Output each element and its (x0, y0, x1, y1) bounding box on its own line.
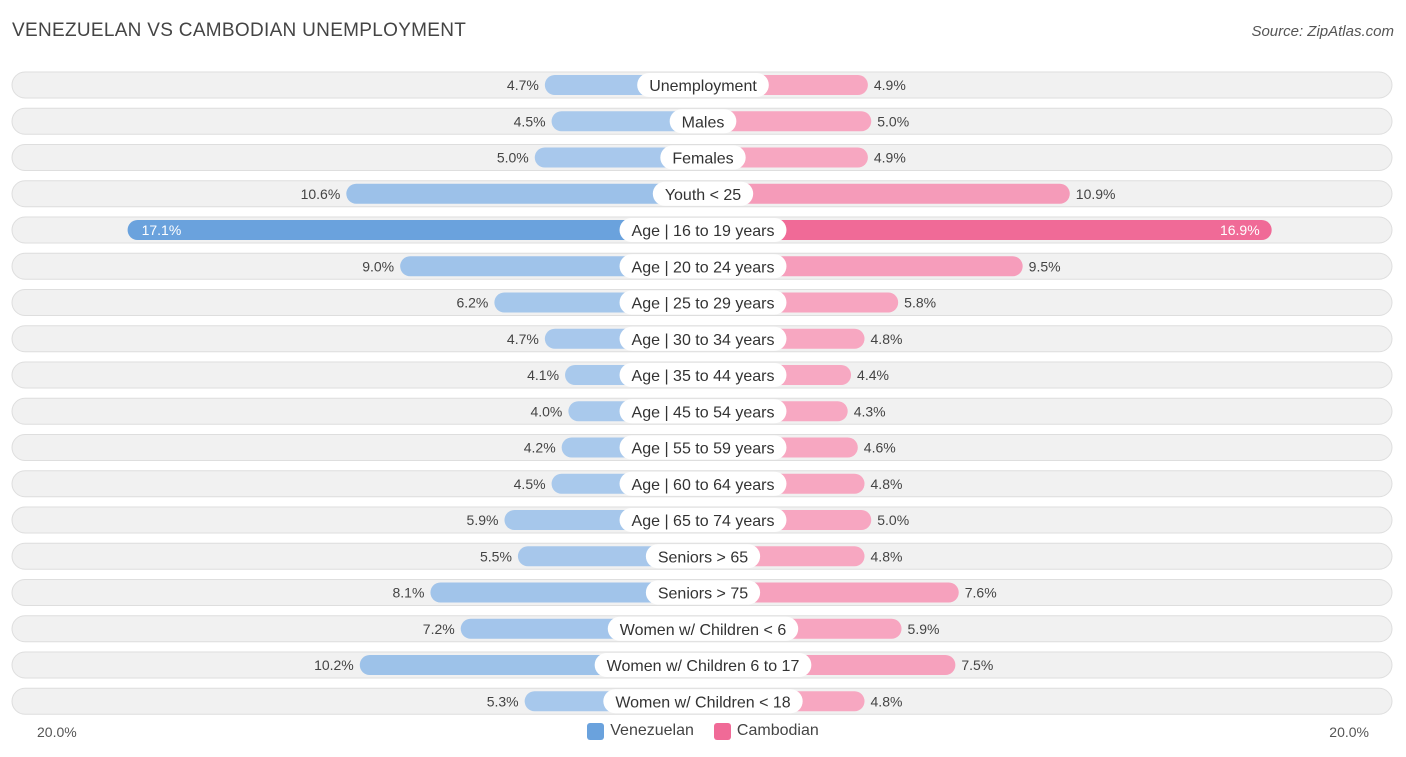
value-label-venezuelan: 8.1% (393, 585, 425, 601)
category-pill (619, 218, 787, 242)
bar-cambodian (703, 582, 959, 603)
value-label-venezuelan: 4.5% (514, 476, 546, 492)
value-label-cambodian: 4.3% (854, 403, 886, 419)
legend-label-cambodian: Cambodian (736, 722, 819, 739)
category-pill (652, 181, 754, 206)
value-label-venezuelan: 5.3% (487, 693, 519, 709)
legend-label-venezuelan: Venezuelan (610, 722, 694, 739)
value-label-venezuelan: 4.1% (527, 367, 559, 383)
category-pill (619, 435, 787, 460)
category-label: Age | 55 to 59 years (632, 441, 775, 458)
legend-item-venezuelan: Venezuelan (587, 722, 694, 740)
value-label-cambodian: 4.8% (871, 331, 903, 347)
category-label: Age | 65 to 74 years (632, 513, 775, 530)
value-label-cambodian: 5.8% (904, 295, 936, 311)
category-label: Women w/ Children < 18 (615, 694, 790, 711)
value-label-venezuelan: 17.1% (142, 222, 182, 238)
category-pill (607, 616, 799, 641)
category-pill (619, 254, 787, 279)
value-label-cambodian: 4.8% (871, 476, 903, 492)
category-pill (594, 653, 812, 677)
value-label-cambodian: 5.0% (877, 113, 909, 129)
category-pill (645, 544, 761, 569)
value-label-venezuelan: 4.2% (524, 440, 556, 456)
chart-title: VENEZUELAN VS CAMBODIAN UNEMPLOYMENT (12, 20, 467, 41)
legend-swatch-venezuelan (587, 722, 605, 740)
category-pill (619, 290, 787, 315)
category-label: Age | 25 to 29 years (632, 296, 775, 313)
bar-venezuelan (534, 147, 703, 168)
legend-swatch-cambodian (713, 722, 731, 740)
bar-cambodian (703, 220, 1272, 240)
bar-venezuelan (127, 220, 703, 240)
value-label-venezuelan: 5.5% (480, 548, 512, 564)
category-pill (603, 689, 803, 714)
category-label: Seniors > 75 (658, 586, 748, 603)
bar-venezuelan (551, 111, 703, 132)
value-label-venezuelan: 10.6% (301, 186, 341, 202)
value-label-cambodian: 7.6% (965, 585, 997, 601)
category-pill (669, 109, 737, 134)
value-label-venezuelan: 6.2% (456, 295, 488, 311)
category-label: Males (682, 114, 725, 131)
value-label-cambodian: 10.9% (1076, 186, 1116, 202)
bar-cambodian (703, 111, 872, 132)
axis-right-label: 20.0% (1329, 724, 1369, 740)
value-label-cambodian: 5.9% (908, 621, 940, 637)
category-label: Age | 20 to 24 years (632, 259, 775, 276)
legend: Venezuelan Cambodian (0, 722, 1406, 740)
category-pill (660, 145, 746, 170)
bar-venezuelan (346, 183, 703, 204)
source-credit: Source: ZipAtlas.com (1251, 23, 1394, 40)
bar-venezuelan (430, 582, 703, 603)
value-label-venezuelan: 9.0% (362, 258, 394, 274)
value-label-venezuelan: 10.2% (314, 657, 354, 673)
value-label-venezuelan: 4.7% (507, 77, 539, 93)
category-label: Age | 35 to 44 years (632, 368, 775, 385)
category-label: Youth < 25 (665, 187, 741, 204)
category-pill (619, 363, 787, 387)
value-label-cambodian: 4.4% (857, 367, 889, 383)
legend-item-cambodian: Cambodian (713, 722, 819, 740)
value-label-cambodian: 16.9% (1220, 222, 1260, 238)
value-label-cambodian: 4.8% (871, 693, 903, 709)
value-label-cambodian: 9.5% (1029, 258, 1061, 274)
value-label-cambodian: 5.0% (877, 512, 909, 528)
category-pill (619, 471, 787, 496)
category-label: Age | 45 to 54 years (632, 404, 775, 421)
value-label-venezuelan: 4.7% (507, 331, 539, 347)
value-label-cambodian: 4.9% (874, 77, 906, 93)
category-pill (619, 326, 787, 351)
value-label-venezuelan: 5.9% (467, 512, 499, 528)
category-pill (637, 73, 769, 97)
category-label: Seniors > 65 (658, 549, 748, 566)
category-label: Age | 60 to 64 years (632, 477, 775, 494)
category-label: Women w/ Children < 6 (620, 622, 787, 639)
category-pill (619, 399, 787, 424)
value-label-venezuelan: 4.0% (530, 403, 562, 419)
value-label-venezuelan: 7.2% (423, 621, 455, 637)
category-pill (645, 580, 761, 605)
category-label: Age | 16 to 19 years (632, 223, 775, 240)
axis-left-label: 20.0% (37, 724, 77, 740)
value-label-venezuelan: 4.5% (514, 113, 546, 129)
category-pill (619, 508, 787, 532)
category-label: Women w/ Children 6 to 17 (607, 658, 800, 675)
category-label: Unemployment (649, 78, 757, 95)
category-label: Females (672, 151, 733, 168)
bar-cambodian (703, 183, 1070, 204)
value-label-cambodian: 4.8% (871, 548, 903, 564)
value-label-venezuelan: 5.0% (497, 150, 529, 166)
value-label-cambodian: 4.6% (864, 440, 896, 456)
value-label-cambodian: 7.5% (961, 657, 993, 673)
category-label: Age | 30 to 34 years (632, 332, 775, 349)
value-label-cambodian: 4.9% (874, 150, 906, 166)
